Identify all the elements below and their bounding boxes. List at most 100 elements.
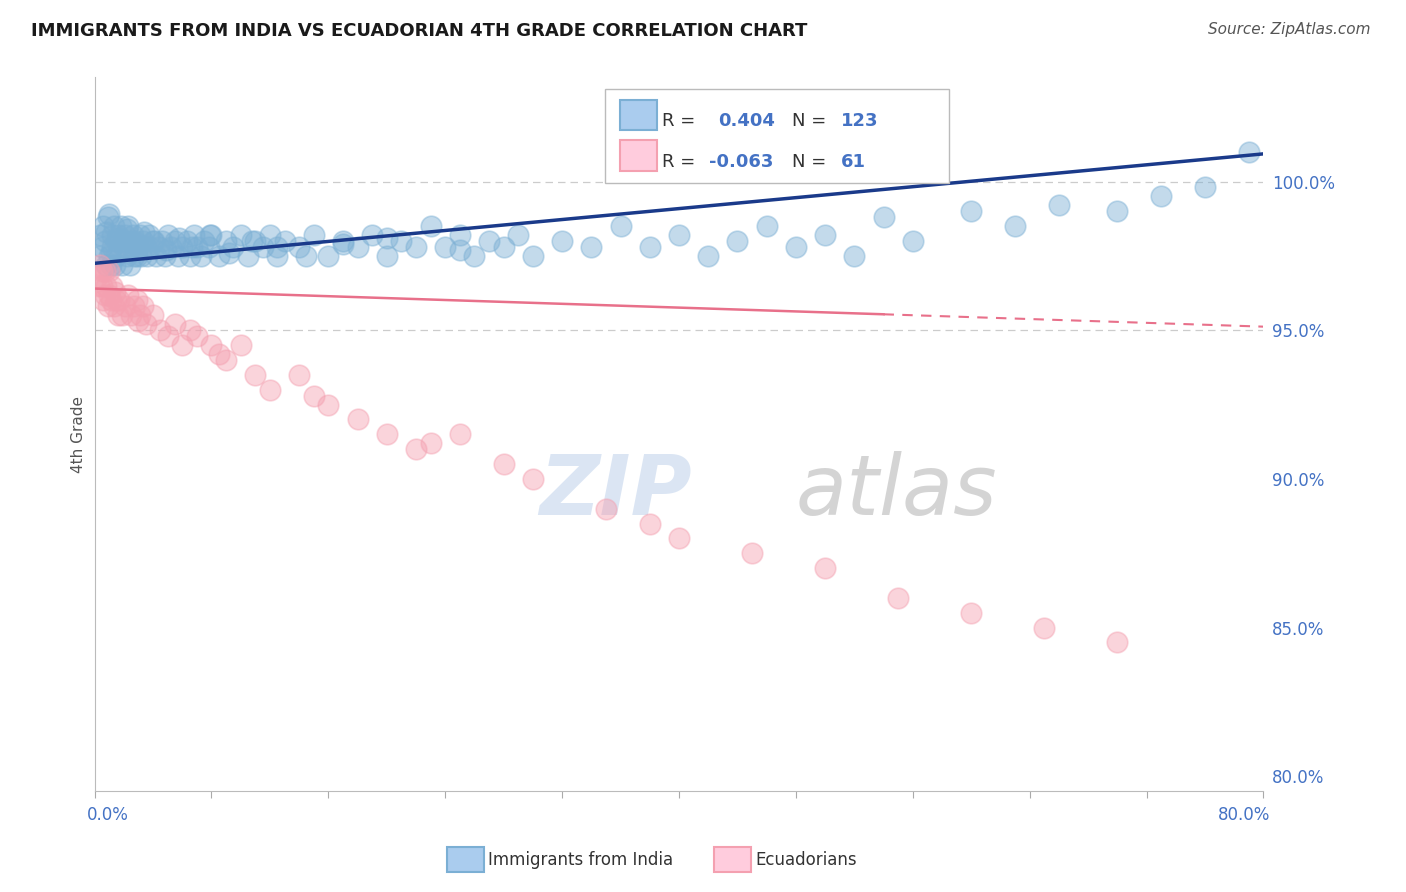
Point [91,293,114,308]
Point [1194,180,1216,194]
Point [148,240,170,254]
Point [104,258,127,272]
Point [142,309,165,323]
Point [960,204,983,219]
Point [98,264,121,278]
Point [844,249,866,263]
Point [302,389,325,403]
Point [156,329,179,343]
Point [229,338,252,352]
Point [183,228,205,243]
Point [101,240,124,254]
Point [186,240,208,254]
Point [1107,204,1129,219]
Point [179,249,201,263]
Point [668,532,690,546]
Point [169,231,191,245]
Point [288,240,311,254]
Point [117,287,139,301]
Point [332,234,354,248]
Point [252,240,274,254]
Point [361,228,384,243]
Point [302,228,325,243]
Point [208,347,231,361]
Point [120,309,142,323]
Point [741,546,763,560]
Point [107,231,129,245]
Point [375,249,398,263]
Point [389,234,412,248]
Text: 0.0%: 0.0% [87,806,129,824]
Point [115,222,138,236]
Point [145,249,167,263]
Point [134,225,156,239]
Point [901,234,924,248]
Point [449,427,471,442]
Point [96,278,118,293]
Point [89,228,111,243]
Point [1004,219,1026,234]
Point [100,258,122,272]
Point [132,300,155,314]
Point [522,472,544,486]
Point [97,211,120,225]
Point [638,516,661,531]
Text: -0.063: -0.063 [709,153,773,171]
Point [197,240,219,254]
Point [200,338,222,352]
Point [122,249,145,263]
Point [697,249,720,263]
Point [135,240,157,254]
Point [94,234,117,248]
Point [86,269,108,284]
Point [132,234,155,248]
Text: 123: 123 [841,112,879,130]
Point [128,228,150,243]
Point [785,240,807,254]
Point [120,240,142,254]
Point [222,240,245,254]
Point [97,300,120,314]
Point [266,240,288,254]
Point [98,207,121,221]
Text: Ecuadorians: Ecuadorians [755,851,856,869]
Text: N =: N = [792,153,825,171]
Point [135,318,157,332]
Point [887,591,910,605]
Point [142,234,165,248]
Point [94,264,117,278]
Point [114,228,136,243]
Point [87,278,110,293]
Text: R =: R = [662,153,696,171]
Point [259,383,281,397]
Point [90,278,112,293]
Point [551,234,574,248]
Point [478,234,501,248]
Point [112,240,135,254]
Point [122,300,145,314]
Point [127,314,149,328]
Point [240,234,263,248]
Point [105,249,128,263]
Point [94,287,117,301]
Point [111,258,134,272]
Point [273,234,295,248]
Point [172,240,194,254]
Text: 0.404: 0.404 [718,112,775,130]
Point [449,228,471,243]
Point [449,243,471,257]
Point [193,234,215,248]
Point [111,309,134,323]
Point [215,234,238,248]
Point [128,309,150,323]
Text: Source: ZipAtlas.com: Source: ZipAtlas.com [1208,22,1371,37]
Point [638,240,661,254]
Point [103,300,125,314]
Point [1047,198,1070,212]
Point [190,249,212,263]
Point [120,234,142,248]
Point [463,249,485,263]
Point [149,323,172,337]
Point [181,240,204,254]
Point [98,287,121,301]
